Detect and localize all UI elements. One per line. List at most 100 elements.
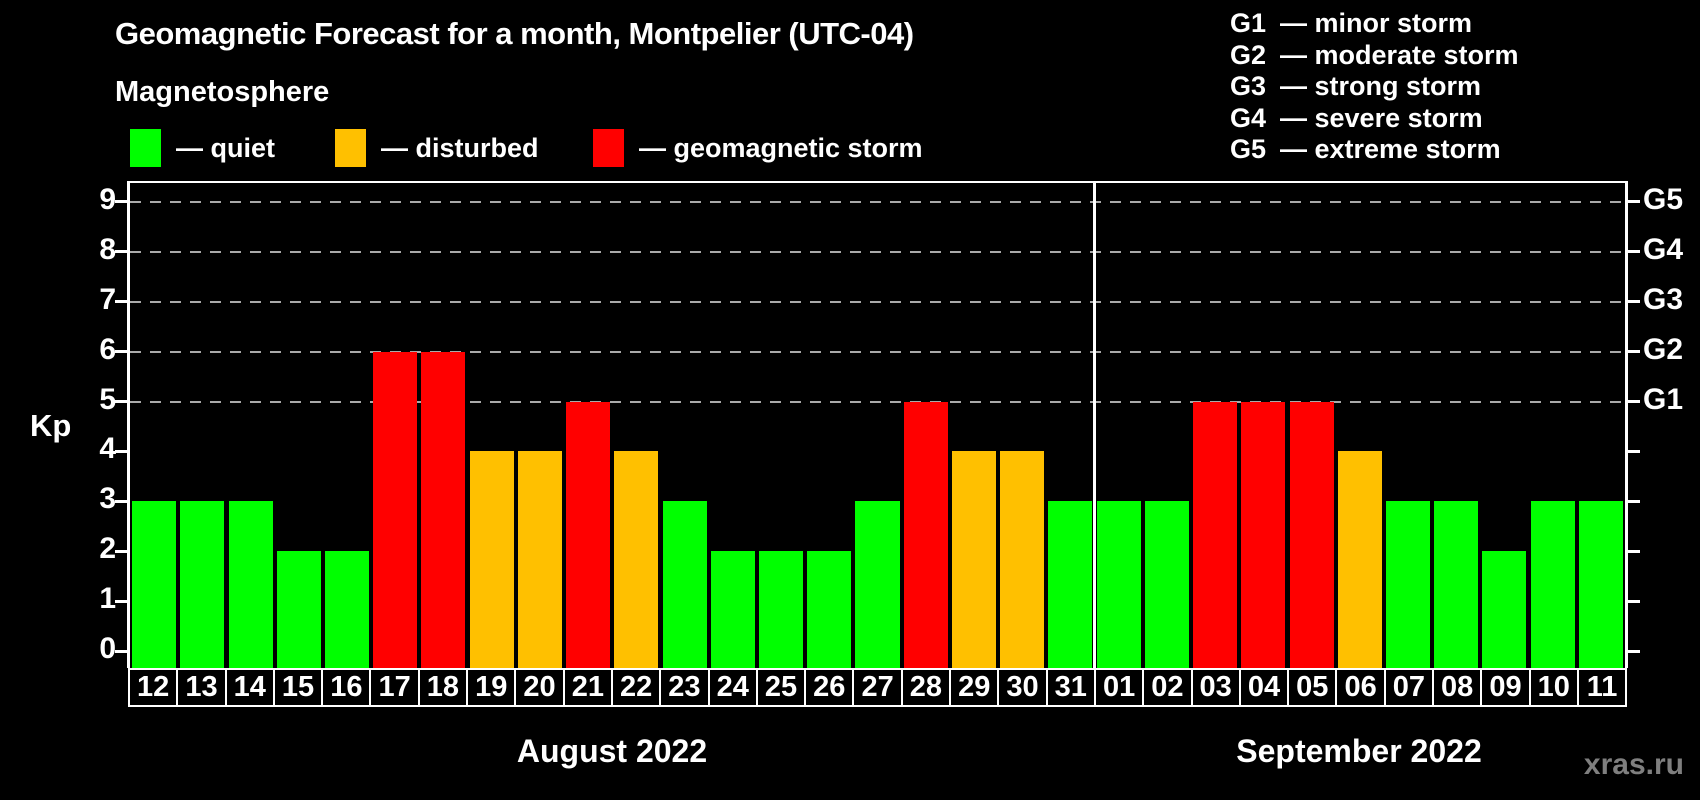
right-axis-tick-4: [1628, 449, 1640, 453]
g-legend-row-g4: G4 — severe storm: [1230, 103, 1519, 135]
bar-day-13: [180, 501, 225, 668]
day-label-30: 30: [997, 670, 1045, 705]
y-tick-label-9: 9: [99, 182, 116, 216]
bar-day-18: [421, 351, 466, 668]
bar-day-08: [1434, 501, 1479, 668]
watermark: xras.ru: [1583, 748, 1684, 781]
right-axis-tick-3: [1628, 499, 1640, 503]
month-label-august: August 2022: [516, 733, 708, 769]
bar-day-05: [1289, 401, 1334, 668]
y-tick-label-6: 6: [99, 332, 116, 366]
bar-day-17: [373, 351, 418, 668]
bar-day-31: [1048, 501, 1093, 668]
bar-day-19: [469, 451, 514, 668]
bar-day-09: [1482, 551, 1527, 668]
right-axis-tick-1: [1628, 599, 1640, 603]
right-axis-tick-5: [1628, 400, 1640, 403]
bar-day-30: [1000, 451, 1045, 668]
day-label-31: 31: [1045, 670, 1094, 705]
day-label-05: 05: [1287, 670, 1335, 705]
left-axis-tick-2: [115, 549, 127, 553]
g-legend-row-g1: G1 — minor storm: [1230, 8, 1519, 40]
g-level-label-G5: G5: [1643, 182, 1684, 216]
day-label-23: 23: [659, 670, 707, 705]
day-label-28: 28: [900, 670, 949, 705]
gridline-kp7: [130, 300, 1625, 303]
quiet-color-swatch: [130, 129, 161, 167]
day-label-13: 13: [176, 670, 224, 705]
left-axis-tick-6: [115, 350, 127, 354]
y-tick-label-5: 5: [99, 382, 116, 416]
plot-area: [115, 181, 1640, 668]
bar-day-12: [132, 501, 177, 668]
bar-day-29: [951, 451, 996, 668]
y-tick-label-8: 8: [99, 232, 116, 266]
legend-title: Magnetosphere: [115, 76, 330, 108]
day-label-09: 09: [1480, 670, 1528, 705]
y-axis-title: Kp: [30, 408, 72, 443]
day-label-14: 14: [224, 670, 273, 705]
day-label-10: 10: [1528, 670, 1577, 705]
y-tick-label-0: 0: [99, 632, 116, 665]
left-axis-tick-4: [115, 449, 127, 453]
day-label-20: 20: [514, 670, 562, 705]
bar-day-21: [566, 401, 611, 668]
g1-label: — minor storm: [1280, 8, 1473, 38]
legend-label-quiet: — quiet: [176, 132, 275, 163]
disturbed-color-swatch: [335, 129, 366, 167]
bar-day-06: [1337, 451, 1382, 668]
g-legend-row-g2: G2 — moderate storm: [1230, 40, 1519, 72]
left-axis-tick-1: [115, 599, 127, 603]
legend-label-disturbed: — disturbed: [381, 132, 539, 163]
g-legend-row-g5: G5 — extreme storm: [1230, 134, 1519, 166]
bar-day-28: [903, 401, 948, 668]
g3-label: — strong storm: [1280, 71, 1482, 101]
gridline-kp6: [130, 350, 1625, 353]
bar-day-04: [1241, 401, 1286, 668]
g-level-label-G1: G1: [1643, 382, 1684, 416]
left-axis-tick-7: [115, 300, 127, 304]
right-axis-tick-8: [1628, 250, 1640, 254]
bar-day-23: [662, 501, 707, 668]
left-axis-tick-3: [115, 499, 127, 503]
day-label-16: 16: [321, 670, 369, 705]
day-label-18: 18: [417, 670, 466, 705]
day-label-06: 06: [1335, 670, 1383, 705]
bar-day-20: [517, 451, 562, 668]
day-label-21: 21: [562, 670, 611, 705]
bar-day-27: [855, 501, 900, 668]
g-level-label-G4: G4: [1643, 232, 1684, 266]
right-axis-tick-9: [1628, 200, 1640, 204]
day-label-27: 27: [852, 670, 900, 705]
day-label-26: 26: [804, 670, 852, 705]
day-label-15: 15: [272, 670, 321, 705]
bar-day-22: [614, 451, 659, 668]
bar-day-26: [807, 551, 852, 668]
day-label-11: 11: [1576, 670, 1625, 705]
g5-code: G5: [1230, 134, 1267, 164]
left-axis-tick-5: [115, 400, 127, 403]
legend-item-disturbed: — disturbed: [335, 128, 539, 168]
right-axis-tick-6: [1628, 350, 1640, 354]
y-tick-label-7: 7: [99, 282, 116, 316]
bar-day-14: [228, 501, 273, 668]
bar-day-15: [276, 551, 321, 668]
right-axis-tick-7: [1628, 300, 1640, 304]
day-label-03: 03: [1190, 670, 1239, 705]
gridline-kp9: [130, 200, 1625, 203]
left-axis-tick-9: [115, 200, 127, 204]
y-tick-label-4: 4: [99, 432, 116, 466]
day-label-29: 29: [949, 670, 997, 705]
day-label-08: 08: [1432, 670, 1480, 705]
gridline-kp8: [130, 250, 1625, 253]
day-label-04: 04: [1238, 670, 1287, 705]
month-separator-line: [1093, 183, 1097, 668]
g-legend-row-g3: G3 — strong storm: [1230, 71, 1519, 103]
bar-day-10: [1530, 501, 1575, 668]
day-label-02: 02: [1142, 670, 1190, 705]
g1-code: G1: [1230, 8, 1267, 38]
y-tick-label-1: 1: [99, 582, 116, 616]
bar-day-07: [1385, 501, 1430, 668]
right-axis-tick-2: [1628, 549, 1640, 553]
